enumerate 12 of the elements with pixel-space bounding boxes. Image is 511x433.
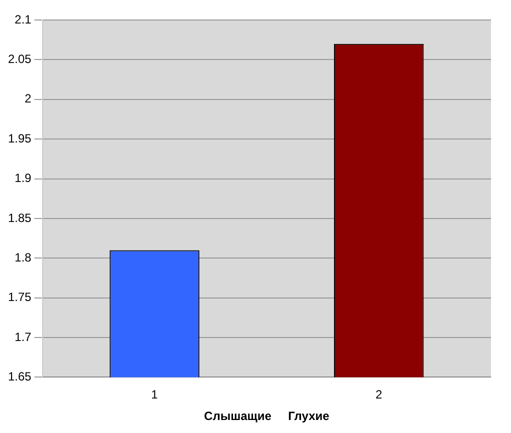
y-tick-label: 2.05: [8, 52, 32, 66]
y-tick-label: 1.95: [8, 131, 32, 146]
y-tick-label: 1.9: [14, 171, 32, 186]
x-tick-label: 1: [151, 388, 158, 402]
x-axis-title: Слышащие Глухие: [204, 409, 330, 424]
y-tick-label: 1.7: [14, 330, 32, 344]
y-tick-label: 1.65: [8, 370, 32, 384]
y-tick-label: 1.85: [8, 210, 32, 225]
y-tick-label: 2.1: [14, 12, 32, 26]
y-tick-label: 1.75: [8, 290, 32, 304]
y-tick-label: 1.8: [14, 250, 32, 264]
y-tick-label: 2: [24, 92, 32, 106]
